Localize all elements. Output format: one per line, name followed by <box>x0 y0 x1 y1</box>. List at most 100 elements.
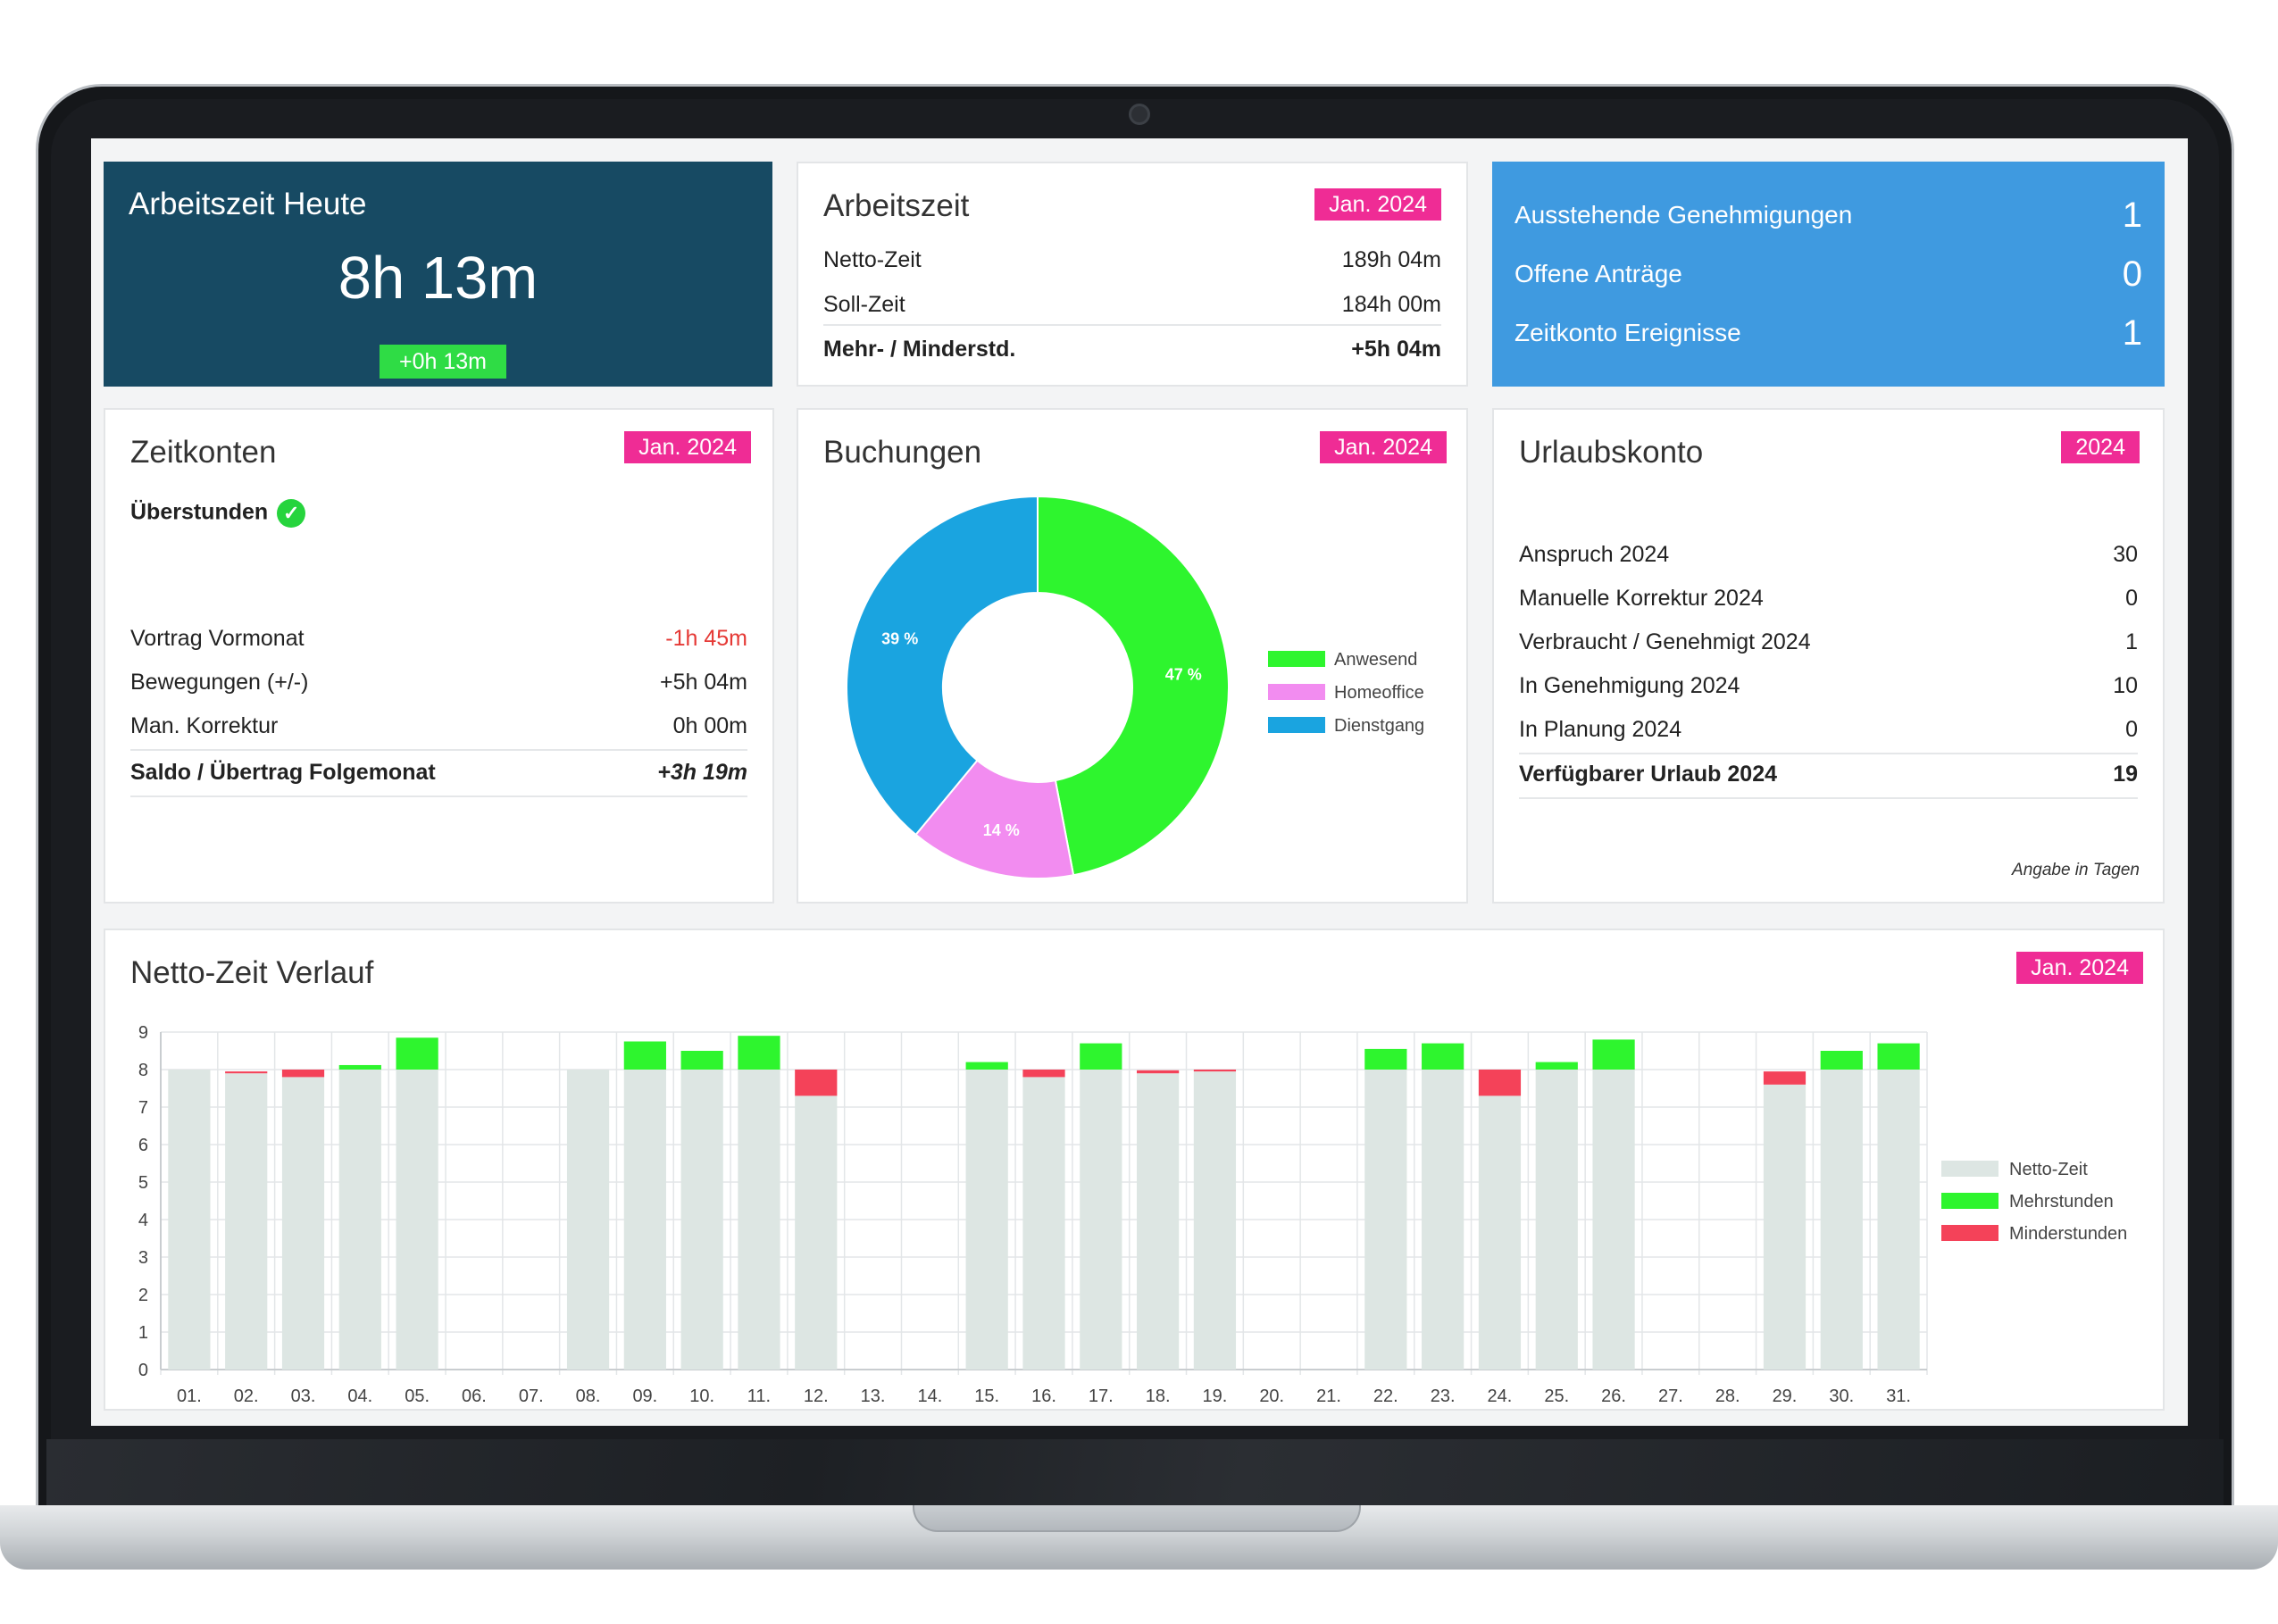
y-tick-label: 5 <box>138 1173 148 1193</box>
bar-mehrstunden[interactable] <box>396 1037 438 1070</box>
row-value: +5h 04m <box>660 670 747 695</box>
x-tick-label: 18. <box>1146 1387 1171 1406</box>
y-tick-label: 7 <box>138 1098 148 1118</box>
bar-mehrstunden[interactable] <box>1080 1043 1122 1070</box>
urlaub-footnote: Angabe in Tagen <box>2012 861 2140 879</box>
bar-minderstunden[interactable] <box>1193 1070 1237 1072</box>
bar-netto-zeit[interactable] <box>1137 1073 1180 1370</box>
bar-netto-zeit[interactable] <box>225 1073 268 1370</box>
y-tick-label: 4 <box>138 1211 148 1230</box>
bar-mehrstunden[interactable] <box>1364 1048 1407 1070</box>
bar-netto-zeit[interactable] <box>1592 1070 1635 1370</box>
row-label: Verbraucht / Genehmigt 2024 <box>1519 629 1811 654</box>
row-label: Anspruch 2024 <box>1519 542 1670 567</box>
bar-netto-zeit[interactable] <box>338 1070 381 1370</box>
x-tick-label: 19. <box>1203 1387 1228 1406</box>
bar-minderstunden[interactable] <box>225 1071 268 1074</box>
urlaubskonto-period-badge[interactable]: 2024 <box>2061 431 2140 463</box>
donut-slice[interactable] <box>914 759 1075 879</box>
bar-netto-zeit[interactable] <box>1193 1071 1237 1370</box>
bar-netto-zeit[interactable] <box>795 1095 838 1370</box>
bar-mehrstunden[interactable] <box>1820 1051 1863 1070</box>
bar-mehrstunden[interactable] <box>738 1036 780 1070</box>
approvals-row-pending[interactable]: Ausstehende Genehmigungen 1 <box>1514 196 2142 235</box>
urlaub-row: Verfügbarer Urlaub 2024 19 <box>1519 754 2138 794</box>
row-count: 1 <box>2122 196 2142 235</box>
bar-netto-zeit[interactable] <box>1080 1070 1122 1370</box>
x-tick-label: 05. <box>405 1387 430 1406</box>
bar-mehrstunden[interactable] <box>1592 1039 1635 1070</box>
approvals-card: Ausstehende Genehmigungen 1 Offene Anträ… <box>1492 162 2165 387</box>
donut-slice[interactable] <box>846 495 1039 837</box>
bar-mehrstunden[interactable] <box>1422 1043 1464 1070</box>
bar-netto-zeit[interactable] <box>1422 1070 1464 1370</box>
bar-netto-zeit[interactable] <box>738 1070 780 1370</box>
bar-minderstunden[interactable] <box>1478 1070 1522 1096</box>
legend-swatch <box>1941 1193 1998 1209</box>
buchungen-title: Buchungen <box>823 435 982 470</box>
bar-netto-zeit[interactable] <box>1820 1070 1863 1370</box>
approvals-row-time-events[interactable]: Zeitkonto Ereignisse 1 <box>1514 313 2142 353</box>
x-tick-label: 31. <box>1886 1387 1911 1406</box>
arbeitszeit-period-badge[interactable]: Jan. 2024 <box>1314 188 1441 221</box>
bar-minderstunden[interactable] <box>1763 1071 1807 1085</box>
verlauf-period-badge[interactable]: Jan. 2024 <box>2016 952 2143 984</box>
legend-swatch <box>1941 1161 1998 1177</box>
bar-netto-zeit[interactable] <box>965 1070 1008 1370</box>
bar-netto-zeit[interactable] <box>1763 1084 1807 1370</box>
bar-minderstunden[interactable] <box>1137 1070 1180 1074</box>
zeitkonten-card: Zeitkonten Jan. 2024 Überstunden ✓ Vortra… <box>104 408 774 904</box>
bar-mehrstunden[interactable] <box>965 1062 1008 1070</box>
x-tick-label: 01. <box>177 1387 202 1406</box>
legend-label: Homeoffice <box>1334 683 1424 703</box>
overtime-heading: Überstunden ✓ <box>130 499 306 528</box>
dashboard-screen: Arbeitszeit Heute 8h 13m +0h 13m Arbeits… <box>91 138 2188 1426</box>
arbeitszeit-row: Soll-Zeit 184h 00m <box>823 285 1441 324</box>
x-tick-label: 07. <box>519 1387 544 1406</box>
zeitkonten-row: Vortrag Vormonat -1h 45m <box>130 619 747 658</box>
row-value: 30 <box>2113 542 2138 567</box>
today-value: 8h 13m <box>338 245 538 312</box>
donut-slice-label: 14 % <box>983 821 1020 839</box>
bar-minderstunden[interactable] <box>1022 1070 1065 1078</box>
bar-mehrstunden[interactable] <box>680 1051 723 1070</box>
bar-netto-zeit[interactable] <box>1022 1077 1065 1370</box>
x-tick-label: 23. <box>1431 1387 1456 1406</box>
buchungen-period-badge[interactable]: Jan. 2024 <box>1320 431 1447 463</box>
bar-netto-zeit[interactable] <box>168 1070 211 1370</box>
bar-netto-zeit[interactable] <box>1877 1070 1920 1370</box>
x-tick-label: 09. <box>632 1387 657 1406</box>
row-value: 0 <box>2125 586 2138 611</box>
x-tick-label: 20. <box>1259 1387 1284 1406</box>
bar-netto-zeit[interactable] <box>281 1077 325 1370</box>
donut-slice[interactable] <box>1037 495 1230 877</box>
bar-mehrstunden[interactable] <box>338 1064 381 1070</box>
bar-minderstunden[interactable] <box>795 1070 838 1096</box>
today-card[interactable]: Arbeitszeit Heute 8h 13m +0h 13m <box>104 162 772 387</box>
bar-minderstunden[interactable] <box>281 1070 325 1078</box>
legend-label: Minderstunden <box>2009 1224 2127 1244</box>
row-count: 1 <box>2122 313 2142 353</box>
row-label: Netto-Zeit <box>823 247 922 272</box>
bar-netto-zeit[interactable] <box>566 1070 610 1370</box>
bar-netto-zeit[interactable] <box>680 1070 723 1370</box>
bar-mehrstunden[interactable] <box>623 1041 666 1070</box>
bar-netto-zeit[interactable] <box>1478 1095 1522 1370</box>
divider <box>1519 797 2138 799</box>
x-tick-label: 27. <box>1658 1387 1683 1406</box>
approvals-row-open-requests[interactable]: Offene Anträge 0 <box>1514 254 2142 294</box>
bar-mehrstunden[interactable] <box>1877 1043 1920 1070</box>
bar-netto-zeit[interactable] <box>623 1070 666 1370</box>
row-label: Ausstehende Genehmigungen <box>1514 201 1853 229</box>
donut-slice-label: 39 % <box>881 629 918 647</box>
row-value: 189h 04m <box>1341 247 1441 272</box>
bar-netto-zeit[interactable] <box>396 1070 438 1370</box>
x-tick-label: 22. <box>1373 1387 1398 1406</box>
zeitkonten-period-badge[interactable]: Jan. 2024 <box>624 431 751 463</box>
row-value: 184h 00m <box>1341 292 1441 317</box>
bar-netto-zeit[interactable] <box>1364 1070 1407 1370</box>
bar-netto-zeit[interactable] <box>1535 1070 1578 1370</box>
arbeitszeit-card[interactable]: Arbeitszeit Jan. 2024 Netto-Zeit 189h 04… <box>797 162 1468 387</box>
bar-mehrstunden[interactable] <box>1535 1062 1578 1070</box>
laptop-notch <box>913 1505 1361 1532</box>
